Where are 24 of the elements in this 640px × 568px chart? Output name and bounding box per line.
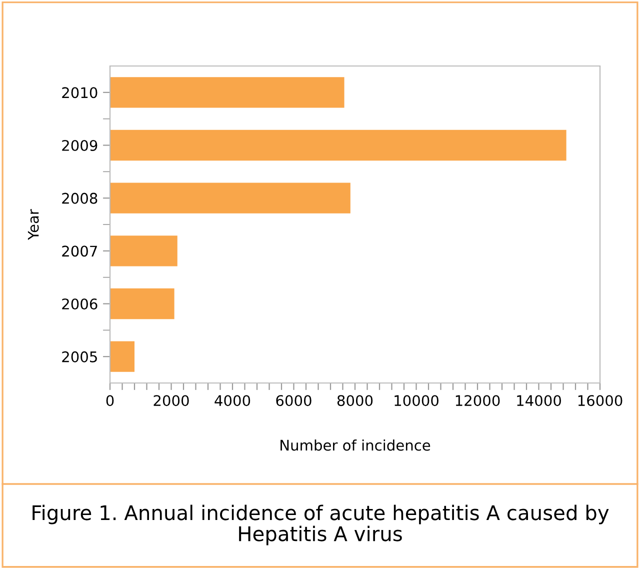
x-tick-label: 8000 xyxy=(337,395,373,406)
text: Figure 1. Annual incidence of acute hepatitis A caused by Hepatitis A virus xyxy=(32,504,609,546)
bar xyxy=(110,288,174,320)
y-tick-label: 2010 xyxy=(62,87,98,98)
bar xyxy=(110,236,178,266)
x-tick-label: 2000 xyxy=(154,395,189,406)
x-tick-label: 16000 xyxy=(578,395,622,406)
bar xyxy=(110,182,350,214)
y-axis-title: Year xyxy=(28,209,39,240)
x-tick-label: 14000 xyxy=(517,395,561,406)
x-tick-label: 4000 xyxy=(214,395,250,406)
y-tick-label: 2006 xyxy=(62,298,98,310)
bar xyxy=(110,130,566,161)
x-tick-label: 0 xyxy=(106,395,114,406)
bar xyxy=(110,77,344,108)
y-tick-label: 2008 xyxy=(62,192,98,204)
x-tick-label: 12000 xyxy=(456,395,500,406)
x-axis-title: Number of incidence xyxy=(280,439,430,451)
y-tick-label: 2007 xyxy=(62,246,97,257)
x-tick-label: 6000 xyxy=(276,395,312,406)
x-tick-label: 10000 xyxy=(394,395,438,406)
bar xyxy=(110,341,134,372)
y-tick-label: 2005 xyxy=(62,351,97,362)
y-tick-label: 2009 xyxy=(62,140,98,151)
